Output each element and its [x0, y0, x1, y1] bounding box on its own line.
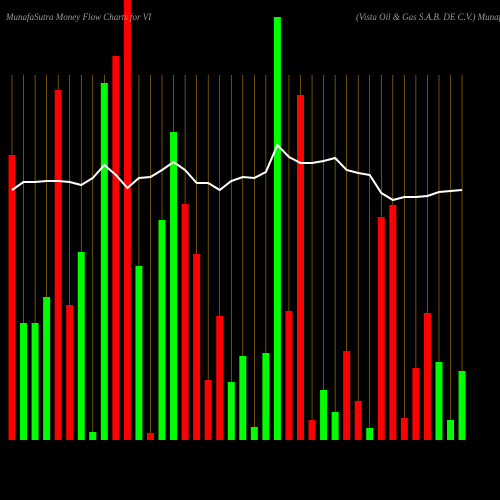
bar — [447, 420, 455, 440]
bar — [354, 401, 362, 440]
bar — [43, 297, 51, 440]
chart-subtitle: (Vista Oil & Gas S.A.B. DE C.V.) MunafaS… — [356, 12, 500, 22]
bar — [285, 311, 293, 440]
bar — [331, 412, 339, 440]
bar — [297, 95, 304, 440]
bar — [8, 155, 16, 440]
bar — [273, 17, 281, 440]
bar — [250, 427, 258, 440]
bar — [170, 132, 178, 440]
bar — [158, 220, 166, 440]
bar — [54, 90, 62, 440]
bar — [308, 420, 316, 440]
bar — [320, 390, 328, 440]
bar — [400, 418, 408, 440]
bar — [100, 83, 108, 440]
bar — [89, 432, 97, 440]
bar — [66, 305, 74, 440]
bar — [77, 252, 85, 440]
bar — [20, 323, 28, 440]
bar — [112, 56, 120, 440]
bar — [423, 313, 431, 440]
bar — [239, 356, 247, 440]
bar — [204, 380, 212, 440]
bar — [123, 0, 131, 440]
bar — [412, 368, 420, 440]
money-flow-line — [11, 143, 463, 202]
bar — [31, 323, 39, 440]
bar — [389, 205, 397, 440]
bar — [366, 428, 374, 440]
bar — [146, 433, 154, 440]
bar — [181, 204, 189, 440]
bar — [227, 382, 235, 440]
bar — [343, 351, 351, 440]
bar — [377, 217, 385, 440]
bars — [8, 0, 466, 440]
bar — [216, 316, 224, 440]
chart-title: MunafaSutra Money Flow Charts for VI — [5, 12, 152, 22]
bar — [435, 362, 443, 440]
bar — [193, 254, 201, 440]
bar — [135, 266, 143, 440]
bar — [262, 353, 270, 440]
bar — [458, 371, 466, 440]
